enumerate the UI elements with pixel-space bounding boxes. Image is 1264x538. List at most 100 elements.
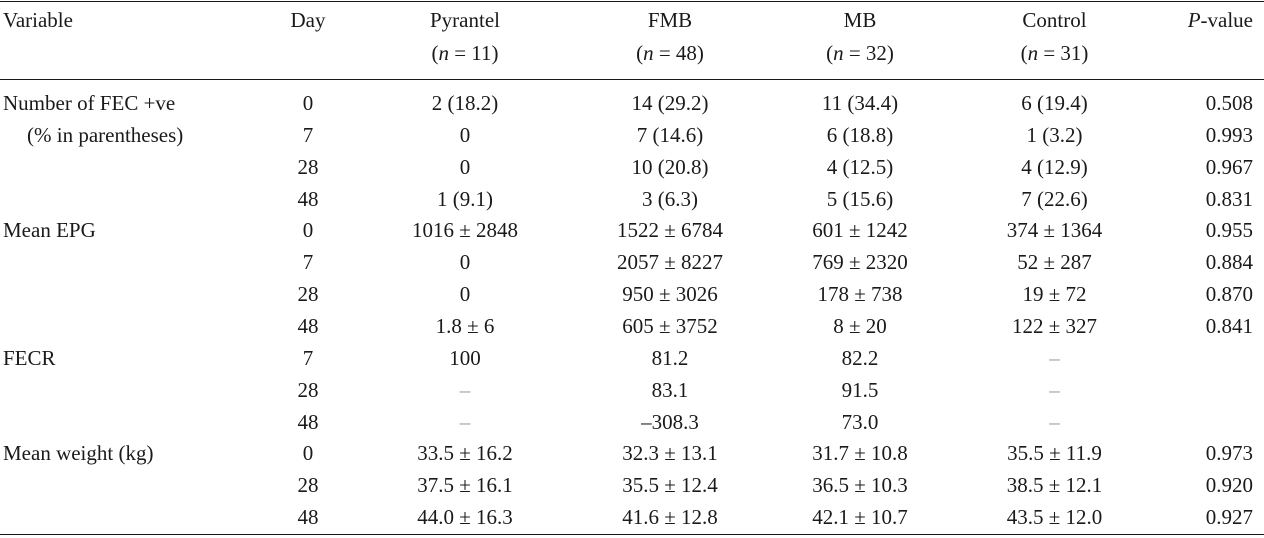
day-cell: 28 <box>297 473 319 498</box>
control-cell: – <box>1049 409 1060 434</box>
day-cell: 7 <box>302 250 314 275</box>
fmb-cell: 1522 ± 6784 <box>616 218 724 243</box>
p-value-cell: 0.973 <box>1205 441 1253 466</box>
fmb-cell: 41.6 ± 12.8 <box>622 505 718 530</box>
header-fmb-n: (n = 48) <box>636 41 704 65</box>
pyrantel-cell: 0 <box>459 282 471 307</box>
header-day: Day <box>290 8 326 32</box>
n-equals: = <box>843 41 866 65</box>
control-cell: 6 (19.4) <box>1021 91 1088 115</box>
fmb-cell: 83.1 <box>651 377 689 402</box>
day-cell: 48 <box>297 313 319 338</box>
n-value: 32 <box>865 41 887 65</box>
pyrantel-cell: 2 (18.2) <box>431 91 499 115</box>
pyrantel-cell: 0 <box>459 122 471 147</box>
control-cell: 122 ± 327 <box>1011 313 1098 338</box>
mb-cell: 769 ± 2320 <box>812 250 908 275</box>
day-cell: 28 <box>297 377 319 402</box>
n-symbol: n <box>1027 41 1039 65</box>
fmb-cell: 14 (29.2) <box>631 91 709 115</box>
day-cell: 0 <box>302 441 314 466</box>
day-cell: 28 <box>297 282 319 307</box>
pyrantel-cell: 44.0 ± 16.3 <box>417 505 513 530</box>
header-mb-n: (n = 32) <box>826 41 894 65</box>
mb-cell: 31.7 ± 10.8 <box>812 441 908 466</box>
day-cell: 48 <box>297 186 319 211</box>
fmb-cell: 7 (14.6) <box>636 122 704 147</box>
control-cell: 1 (3.2) <box>1026 122 1083 147</box>
p-value-cell: 0.884 <box>1205 250 1253 275</box>
header-control-n: (n = 31) <box>1020 41 1089 65</box>
header-control: Control <box>1022 8 1087 32</box>
control-cell: 43.5 ± 12.0 <box>1006 505 1103 530</box>
control-cell: – <box>1049 377 1060 402</box>
control-cell: 38.5 ± 12.1 <box>1006 473 1103 498</box>
mb-cell: 8 ± 20 <box>833 313 887 338</box>
mb-cell: 6 (18.8) <box>826 122 894 147</box>
n-value: 48 <box>675 41 697 65</box>
mb-cell: 601 ± 1242 <box>812 218 908 243</box>
control-cell: 4 (12.9) <box>1021 154 1088 179</box>
mb-cell: 178 ± 738 <box>817 282 903 307</box>
control-cell: 19 ± 72 <box>1022 282 1087 307</box>
variable-label: Number of FEC +ve <box>3 91 176 115</box>
pyrantel-cell: 1016 ± 2848 <box>411 218 519 243</box>
p-value-cell: 0.508 <box>1205 91 1253 115</box>
fmb-cell: 32.3 ± 13.1 <box>622 441 718 466</box>
fmb-cell: 35.5 ± 12.4 <box>622 473 718 498</box>
fmb-cell: 2057 ± 8227 <box>616 250 724 275</box>
control-cell: 52 ± 287 <box>1017 250 1092 275</box>
p-value-cell: 0.967 <box>1205 154 1253 179</box>
header-pyrantel-n: (n = 11) <box>431 41 499 65</box>
day-cell: 48 <box>297 505 319 530</box>
pyrantel-cell: – <box>459 377 471 402</box>
header-p-value: P-value <box>1133 4 1253 36</box>
variable-label: Mean EPG <box>3 218 96 243</box>
n-equals: = <box>448 41 472 65</box>
p-suffix: -value <box>1200 8 1253 32</box>
pyrantel-cell: 1.8 ± 6 <box>435 313 495 338</box>
table-header-rule <box>0 79 1264 80</box>
p-value-cell: 0.993 <box>1205 122 1253 147</box>
pyrantel-cell: 1 (9.1) <box>437 186 493 211</box>
header-mb: MB <box>843 8 877 32</box>
control-cell: 374 ± 1364 <box>1006 218 1103 243</box>
mb-cell: 11 (34.4) <box>821 91 899 115</box>
p-symbol: P <box>1187 8 1201 32</box>
table-bottom-rule <box>0 534 1264 535</box>
day-cell: 7 <box>302 122 314 147</box>
day-cell: 28 <box>297 154 319 179</box>
mb-cell: 73.0 <box>841 409 879 434</box>
n-symbol: n <box>438 41 449 65</box>
fmb-cell: 3 (6.3) <box>642 186 698 211</box>
day-cell: 0 <box>302 91 314 115</box>
n-symbol: n <box>833 41 844 65</box>
variable-sublabel: (% in parentheses) <box>27 122 184 147</box>
n-equals: = <box>653 41 676 65</box>
mb-cell: 42.1 ± 10.7 <box>812 505 908 530</box>
pyrantel-cell: 37.5 ± 16.1 <box>417 473 513 498</box>
fmb-cell: 950 ± 3026 <box>622 282 718 307</box>
p-value-cell: 0.870 <box>1205 282 1253 307</box>
pyrantel-cell: 100 <box>449 345 481 370</box>
n-symbol: n <box>643 41 654 65</box>
p-value-cell: 0.927 <box>1205 505 1253 530</box>
variable-label: FECR <box>3 345 56 370</box>
fmb-cell: 605 ± 3752 <box>622 313 718 338</box>
fmb-cell: –308.3 <box>641 409 699 434</box>
day-cell: 48 <box>297 409 319 434</box>
p-value-cell: 0.920 <box>1205 473 1253 498</box>
control-cell: – <box>1049 345 1060 370</box>
mb-cell: 36.5 ± 10.3 <box>812 473 908 498</box>
header-pyrantel: Pyrantel <box>430 8 500 32</box>
pyrantel-cell: 33.5 ± 16.2 <box>417 441 513 466</box>
day-cell: 0 <box>302 218 314 243</box>
mb-cell: 5 (15.6) <box>826 186 894 211</box>
table-top-rule <box>0 1 1264 2</box>
header-variable: Variable <box>3 8 73 32</box>
fmb-cell: 81.2 <box>651 345 689 370</box>
p-value-cell: 0.841 <box>1205 313 1253 338</box>
fmb-cell: 10 (20.8) <box>631 154 709 179</box>
day-cell: 7 <box>302 345 314 370</box>
mb-cell: 4 (12.5) <box>826 154 894 179</box>
